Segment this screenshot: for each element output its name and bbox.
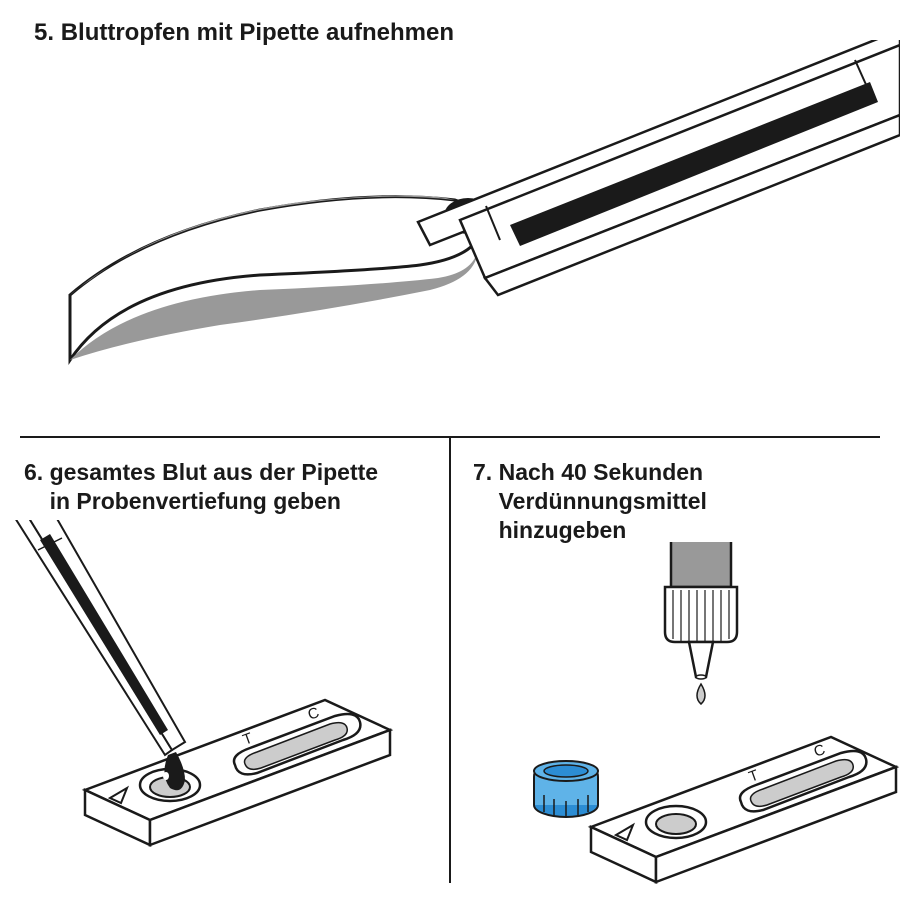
step-6-title: 6. gesamtes Blut aus der Pipette 6. in P… [24,458,378,516]
step-6-number: 6. [24,459,43,485]
step-7-number: 7. [473,459,492,485]
step-6: 6. gesamtes Blut aus der Pipette 6. in P… [0,438,449,900]
step-5: 5. Bluttropfen mit Pipette aufnehmen [0,0,900,436]
step-7-illustration: T C [451,542,900,902]
step-5-illustration [0,40,900,440]
step-7: 7. Nach 40 Sekunden 7. Verdünnungsmittel… [451,438,900,900]
step-6-illustration: T C [0,520,449,900]
step-6-line2: in Probenvertiefung geben [50,488,341,514]
step-7-title: 7. Nach 40 Sekunden 7. Verdünnungsmittel… [473,458,707,544]
step-6-line1: gesamtes Blut aus der Pipette [50,459,379,485]
step-7-line1: Nach 40 Sekunden [499,459,704,485]
step-7-line2: Verdünnungsmittel [499,488,707,514]
step-7-line3: hinzugeben [499,517,627,543]
infographic-container: 5. Bluttropfen mit Pipette aufnehmen [0,0,900,900]
